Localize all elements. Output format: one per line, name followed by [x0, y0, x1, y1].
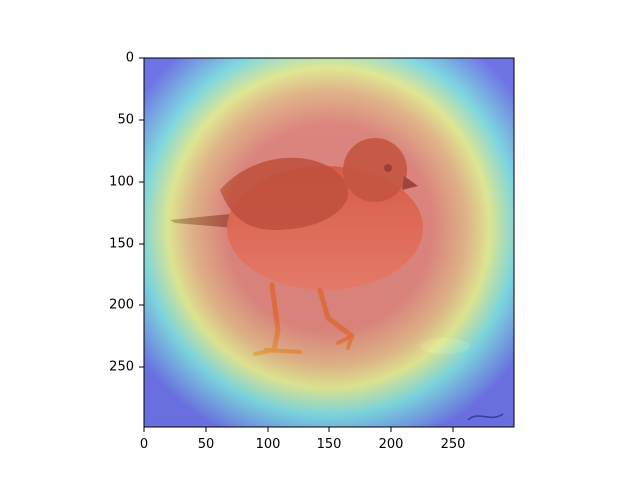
- y-tick-label: 0: [126, 51, 134, 66]
- x-ticks: [143, 427, 454, 432]
- y-tick-labels: 0 50 100 150 200 250: [109, 51, 134, 375]
- x-tick-label: 200: [379, 437, 404, 452]
- x-tick-label: 150: [317, 437, 342, 452]
- x-tick-label: 250: [441, 437, 466, 452]
- x-tick-label: 0: [140, 437, 148, 452]
- heatmap-overlay: [144, 58, 514, 427]
- y-tick-label: 150: [109, 237, 134, 252]
- x-tick-label: 100: [256, 437, 281, 452]
- x-tick-label: 50: [198, 437, 215, 452]
- y-ticks: [139, 57, 144, 368]
- y-tick-label: 100: [109, 175, 134, 190]
- y-tick-label: 250: [109, 360, 134, 375]
- plot-image-area: [144, 58, 514, 427]
- y-tick-label: 200: [109, 298, 134, 313]
- x-tick-labels: 0 50 100 150 200 250: [140, 437, 466, 452]
- y-tick-label: 50: [117, 113, 134, 128]
